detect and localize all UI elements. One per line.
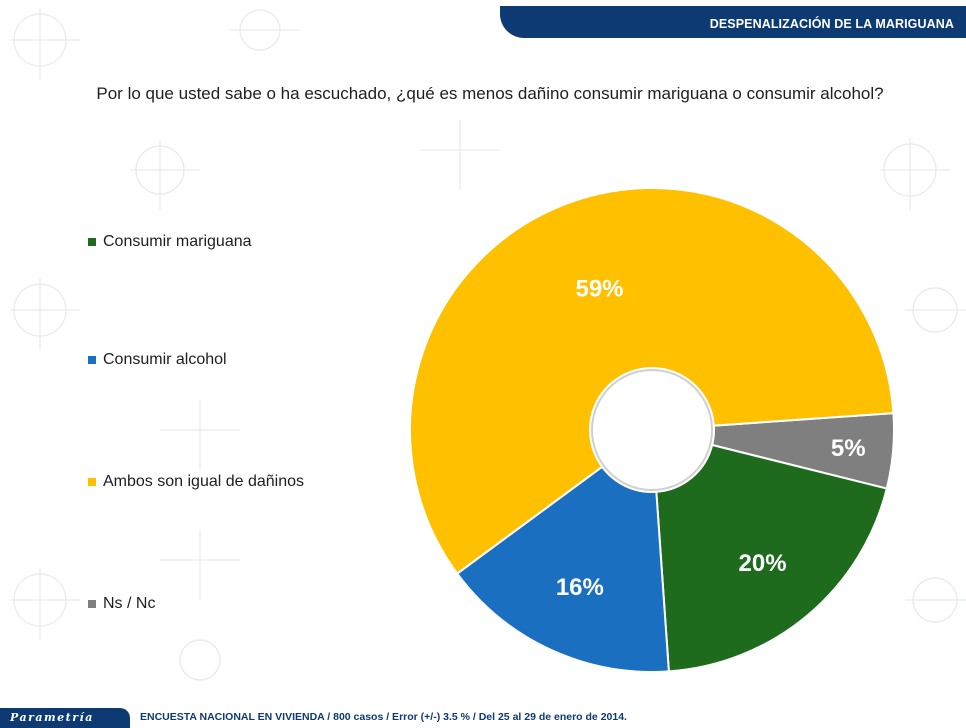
footer-logo-text: Parametría (10, 711, 94, 724)
legend-label-alcohol: Consumir alcohol (103, 351, 227, 368)
legend-item-nsnc: Ns / Nc (88, 595, 155, 613)
legend-swatch-nsnc (88, 600, 96, 608)
footer-note: ENCUESTA NACIONAL EN VIVIENDA / 800 caso… (140, 711, 627, 723)
data-label-ns-nc: 5% (831, 435, 866, 462)
slice-ambos-son-igual-de-daninos (409, 187, 895, 576)
data-label-ambos-son-igual-de-daninos: 59% (575, 275, 623, 302)
doughnut-hole (591, 369, 713, 491)
slice-consumir-alcohol (455, 465, 670, 673)
slice-consumir-mariguana (655, 443, 889, 673)
legend-swatch-ambos (88, 478, 96, 486)
data-label-consumir-mariguana: 20% (739, 550, 787, 577)
legend-item-ambos: Ambos son igual de dañinos (88, 473, 304, 491)
page-title: DESPENALIZACIÓN DE LA MARIGUANA (709, 17, 954, 31)
survey-question: Por lo que usted sabe o ha escuchado, ¿q… (96, 84, 884, 103)
header-bar (500, 6, 966, 38)
legend-item-alcohol: Consumir alcohol (88, 351, 227, 369)
data-label-consumir-alcohol: 16% (556, 574, 604, 601)
legend-label-ambos: Ambos son igual de dañinos (103, 473, 305, 490)
legend-swatch-alcohol (88, 356, 96, 364)
footer-logo: Parametría (0, 708, 130, 728)
legend-label-nsnc: Ns / Nc (103, 595, 156, 612)
legend-swatch-mariguana (88, 238, 96, 246)
legend-label-mariguana: Consumir mariguana (103, 233, 252, 250)
legend-item-mariguana: Consumir mariguana (88, 233, 252, 251)
